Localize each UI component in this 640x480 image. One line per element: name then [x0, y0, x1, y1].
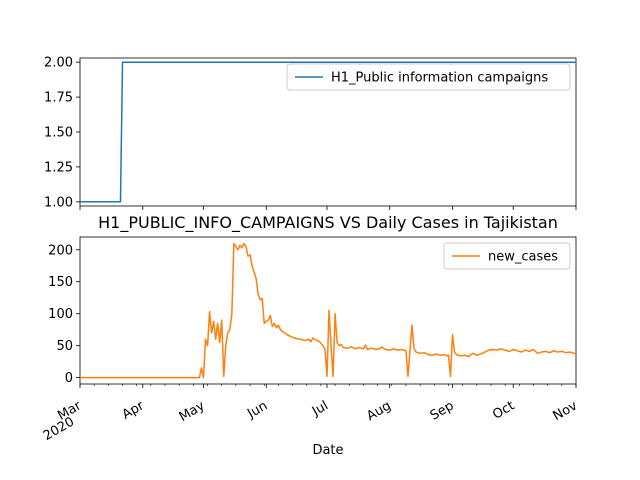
- legend-label: H1_Public information campaigns: [331, 71, 548, 86]
- legend-label: new_cases: [488, 250, 558, 265]
- x-tick-label: Jul: [309, 398, 331, 419]
- x-tick-label: Jun: [244, 398, 270, 422]
- y-tick-label: 1.75: [44, 91, 73, 106]
- y-tick-label: 150: [48, 275, 73, 290]
- y-tick-label: 50: [56, 339, 73, 354]
- y-tick-label: 2.00: [44, 56, 73, 71]
- legend-box: [443, 242, 571, 270]
- x-tick-label: Nov: [551, 398, 581, 424]
- x-tick-label: Oct: [490, 398, 517, 422]
- x-tick-label: Apr: [120, 398, 148, 423]
- y-tick-label: 1.00: [44, 195, 73, 210]
- x-tick-label: Sep: [428, 398, 457, 423]
- x-tick-label: May: [177, 398, 208, 425]
- legend-box: [286, 63, 571, 91]
- series-line-new_cases: [80, 242, 577, 379]
- y-tick-label: 0: [65, 371, 73, 386]
- series-line-H1_Public information campaigns: [80, 61, 576, 203]
- y-tick-label: 1.50: [44, 126, 73, 141]
- y-tick-label: 100: [48, 307, 73, 322]
- chart-title: H1_PUBLIC_INFO_CAMPAIGNS VS Daily Cases …: [98, 213, 558, 233]
- plot-area-1: [79, 236, 577, 385]
- y-tick-label: 200: [48, 243, 73, 258]
- x-axis-label: Date: [312, 443, 343, 458]
- y-tick-label: 1.25: [44, 160, 73, 175]
- x-tick-label: Aug: [364, 398, 393, 424]
